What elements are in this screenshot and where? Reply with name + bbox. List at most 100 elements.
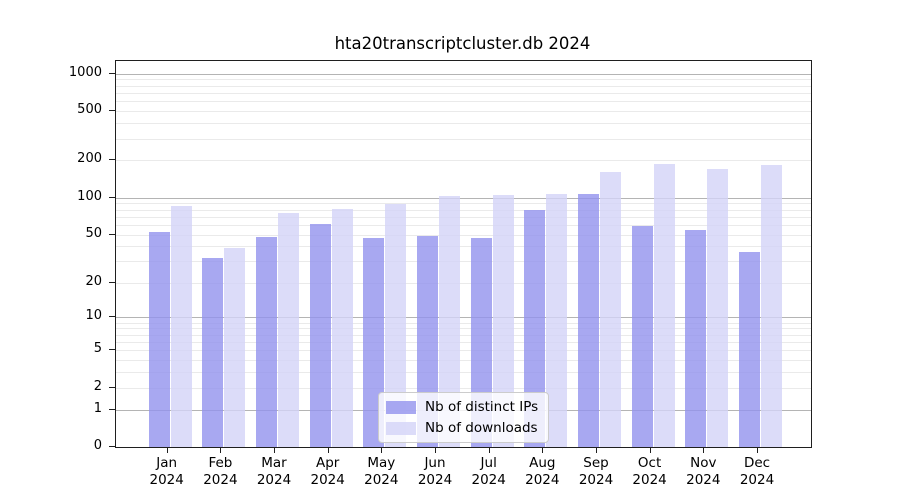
y-tick (109, 386, 115, 388)
bar-nb-of-downloads-sep (600, 172, 621, 447)
x-tick-label: Feb 2024 (203, 455, 238, 488)
minor-gridline (116, 387, 811, 389)
x-tick (220, 447, 222, 453)
y-tick (109, 110, 115, 111)
x-tick (596, 447, 597, 453)
minor-gridline (116, 341, 811, 343)
bar-nb-of-distinct-ips-oct (631, 225, 653, 447)
bar-nb-of-downloads-oct (653, 164, 675, 447)
x-tick (488, 447, 490, 453)
minor-gridline (116, 111, 811, 112)
minor-gridline (116, 322, 811, 324)
bar-nb-of-distinct-ips-dec (739, 251, 760, 447)
minor-gridline (116, 123, 811, 124)
major-gridline (116, 73, 811, 75)
y-tick (109, 72, 115, 74)
y-tick (109, 349, 115, 351)
x-tick (166, 447, 168, 453)
x-tick-label: Oct 2024 (632, 455, 667, 488)
bar-nb-of-downloads-feb (224, 247, 246, 447)
bar-nb-of-distinct-ips-jan (148, 232, 170, 447)
bar-nb-of-distinct-ips-aug (524, 210, 546, 447)
bar-nb-of-distinct-ips-feb (202, 258, 224, 447)
x-tick-label: Jul 2024 (471, 455, 506, 488)
minor-gridline (116, 203, 811, 205)
y-tick-label: 50 (85, 225, 102, 241)
minor-gridline (116, 92, 811, 94)
y-tick-label: 5 (93, 341, 102, 357)
bar-nb-of-distinct-ips-apr (309, 223, 331, 447)
chart-title: hta20transcriptcluster.db 2024 (334, 34, 591, 53)
y-tick (109, 408, 115, 410)
minor-gridline (116, 79, 811, 81)
y-tick (109, 281, 115, 283)
bar-nb-of-downloads-nov (707, 169, 729, 447)
grid-layer (116, 61, 811, 447)
x-tick-label: Nov 2024 (686, 455, 721, 488)
bar-layer (116, 61, 811, 447)
x-tick (649, 447, 651, 453)
bar-nb-of-distinct-ips-sep (578, 193, 599, 447)
y-tick (109, 446, 115, 447)
minor-gridline (116, 85, 811, 87)
y-tick-label: 10 (85, 308, 102, 324)
x-tick-label: Mar 2024 (256, 455, 292, 488)
minor-gridline (116, 282, 811, 284)
bar-nb-of-downloads-aug (546, 193, 568, 447)
bar-nb-of-downloads-jul (492, 195, 514, 447)
legend-swatch-distinct-ips (386, 400, 416, 414)
x-tick (703, 447, 705, 453)
y-tick-label: 20 (85, 273, 102, 289)
x-tick (381, 447, 383, 453)
x-tick (274, 447, 275, 453)
bar-nb-of-downloads-jun (439, 196, 460, 447)
y-tick (109, 196, 115, 198)
x-tick-label: Jun 2024 (417, 455, 453, 488)
legend: Nb of distinct IPs Nb of downloads (378, 392, 550, 443)
y-tick (109, 233, 115, 235)
y-tick-label: 200 (77, 151, 102, 167)
minor-gridline (116, 160, 811, 162)
legend-row-distinct-ips: Nb of distinct IPs (386, 399, 538, 415)
x-tick (542, 447, 544, 453)
y-tick (109, 316, 115, 318)
x-tick-label: Sep 2024 (578, 455, 614, 488)
minor-gridline (116, 350, 811, 352)
minor-gridline (116, 234, 811, 236)
x-tick-label: Jan 2024 (149, 455, 184, 488)
minor-gridline (116, 209, 811, 211)
y-tick-label: 2 (93, 378, 102, 394)
y-tick-label: 500 (77, 102, 102, 117)
minor-gridline (116, 224, 811, 226)
legend-label-distinct-ips: Nb of distinct IPs (425, 399, 539, 415)
minor-gridline (116, 261, 811, 263)
bar-nb-of-downloads-mar (278, 212, 299, 447)
legend-label-downloads: Nb of downloads (425, 420, 538, 436)
bar-nb-of-downloads-dec (761, 164, 782, 447)
y-tick-label: 100 (77, 188, 102, 204)
y-tick-label: 1 (93, 400, 102, 416)
x-tick-label: May 2024 (364, 455, 399, 488)
minor-gridline (116, 328, 811, 330)
major-gridline (116, 317, 811, 319)
minor-gridline (116, 216, 811, 218)
minor-gridline (116, 138, 811, 140)
major-gridline (116, 197, 811, 199)
y-tick-label: 1000 (68, 64, 102, 80)
bar-nb-of-downloads-apr (331, 208, 353, 447)
minor-gridline (116, 334, 811, 336)
y-tick-label: 0 (93, 438, 102, 453)
bar-nb-of-distinct-ips-mar (256, 236, 277, 447)
x-tick-label: Aug 2024 (525, 455, 560, 488)
legend-row-downloads: Nb of downloads (386, 420, 538, 436)
x-tick (327, 447, 329, 453)
y-tick (109, 159, 115, 161)
minor-gridline (116, 101, 811, 103)
minor-gridline (116, 360, 811, 361)
x-tick-label: Apr 2024 (310, 455, 345, 488)
x-tick (435, 447, 436, 453)
plot-area (115, 60, 812, 448)
bar-nb-of-downloads-jan (170, 206, 192, 447)
x-tick-label: Dec 2024 (739, 455, 775, 488)
